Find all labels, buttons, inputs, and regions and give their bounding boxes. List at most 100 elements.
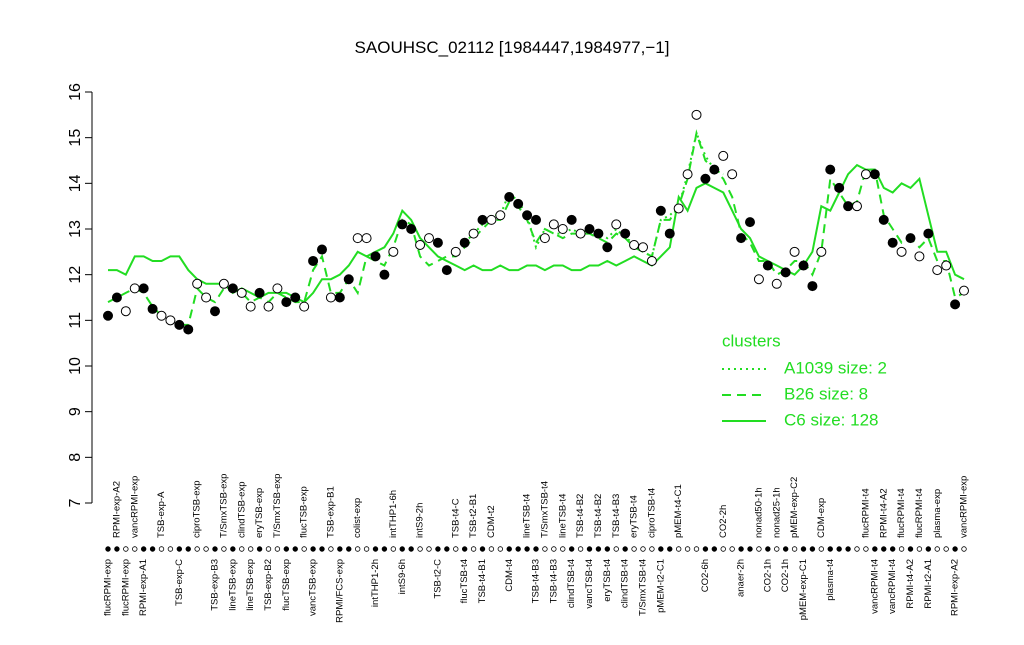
legend-title: clusters bbox=[722, 331, 781, 350]
rug-marker bbox=[577, 546, 584, 552]
point bbox=[548, 219, 559, 230]
point bbox=[183, 324, 194, 335]
x-tick-label: TSB-t4-B1 bbox=[477, 559, 488, 603]
point bbox=[682, 169, 693, 180]
rug-marker bbox=[782, 546, 789, 552]
legend-label: C6 size: 128 bbox=[784, 410, 879, 429]
rug-marker bbox=[720, 546, 726, 552]
point bbox=[629, 239, 640, 250]
rug-marker bbox=[203, 546, 209, 552]
x-tick-label: CDM-t4 bbox=[504, 559, 515, 592]
rug-marker bbox=[961, 546, 967, 552]
x-tick-label: vancRPMI-t4 bbox=[887, 559, 898, 614]
rug-marker bbox=[916, 546, 923, 552]
rug-marker bbox=[390, 546, 397, 552]
point bbox=[745, 217, 755, 228]
rug-marker bbox=[212, 546, 218, 552]
x-tick-label: CO2-1h bbox=[762, 559, 773, 592]
point bbox=[531, 214, 541, 225]
point bbox=[299, 301, 310, 312]
rug-marker bbox=[907, 546, 914, 552]
point bbox=[878, 214, 889, 225]
x-tick-label: TSB-t4-C bbox=[450, 498, 461, 538]
rug-marker bbox=[551, 546, 557, 552]
point bbox=[798, 260, 809, 271]
point bbox=[192, 278, 203, 289]
rug-marker bbox=[149, 546, 156, 552]
rug-marker bbox=[256, 546, 263, 552]
point bbox=[210, 306, 220, 317]
point bbox=[317, 244, 327, 255]
y-tick-label: 12 bbox=[67, 266, 84, 284]
point bbox=[655, 205, 666, 216]
rug-marker bbox=[114, 546, 120, 552]
point bbox=[932, 265, 943, 276]
x-tick-label: lineTSB-t4 bbox=[557, 494, 568, 538]
rug-marker bbox=[123, 546, 129, 552]
point bbox=[495, 210, 506, 221]
rug-marker bbox=[230, 546, 236, 552]
rug-marker bbox=[221, 546, 227, 552]
x-tick-label: CO2-6h bbox=[700, 559, 711, 592]
point bbox=[111, 292, 122, 303]
rug-marker bbox=[711, 546, 718, 552]
x-tick-label: pMEM-exp-C2 bbox=[789, 477, 800, 538]
point bbox=[941, 260, 952, 271]
rug-marker bbox=[105, 546, 111, 552]
x-tick-label: flucRPMI-exp bbox=[120, 559, 131, 616]
rug-marker bbox=[292, 546, 298, 552]
x-tick-label: TSB-exp-C bbox=[174, 559, 185, 606]
rug-marker bbox=[381, 546, 388, 552]
y-tick-label: 11 bbox=[67, 312, 84, 329]
rug-marker bbox=[399, 546, 405, 552]
rug-marker bbox=[408, 546, 414, 552]
rug-marker bbox=[809, 546, 816, 552]
rug-marker bbox=[854, 546, 860, 552]
x-tick-label: CDM-exp bbox=[816, 498, 827, 538]
rug-marker bbox=[952, 546, 958, 552]
rug-marker bbox=[372, 546, 379, 552]
point bbox=[664, 228, 675, 239]
x-tick-label: eryTSB-t4 bbox=[602, 559, 613, 602]
y-tick-label: 10 bbox=[67, 357, 84, 375]
point bbox=[432, 237, 443, 248]
rug-marker bbox=[497, 546, 504, 552]
rug-marker bbox=[310, 546, 316, 552]
point bbox=[477, 214, 488, 225]
point bbox=[156, 310, 167, 321]
point bbox=[843, 201, 854, 212]
point bbox=[771, 278, 782, 289]
rug-marker bbox=[274, 546, 281, 552]
rug-marker bbox=[479, 546, 486, 552]
rug-marker bbox=[774, 546, 780, 552]
x-tick-label: flucRPMI-t4 bbox=[914, 488, 925, 538]
point bbox=[325, 292, 336, 303]
rug-marker bbox=[702, 546, 709, 552]
x-tick-label: TSB-t2-C bbox=[432, 559, 443, 599]
x-tick-label: clindTSB-t4 bbox=[566, 559, 577, 608]
y-tick-label: 14 bbox=[67, 174, 84, 192]
x-tick-label: ciproTSB-exp bbox=[192, 480, 203, 538]
rug-marker bbox=[283, 546, 290, 552]
rug-marker bbox=[845, 546, 851, 552]
y-tick-label: 9 bbox=[67, 407, 84, 416]
point bbox=[896, 246, 907, 257]
x-tick-label: T/SmxTSB-t4 bbox=[638, 559, 649, 616]
x-tick-label: TSB-exp-B2 bbox=[263, 559, 274, 611]
point bbox=[727, 169, 738, 180]
rug-marker bbox=[934, 546, 940, 552]
rug-marker bbox=[524, 546, 530, 552]
point bbox=[254, 287, 265, 298]
rug-marker bbox=[827, 546, 833, 552]
point bbox=[816, 246, 827, 257]
y-tick-label: 13 bbox=[67, 220, 84, 238]
point bbox=[370, 251, 381, 262]
point bbox=[602, 242, 613, 253]
point bbox=[174, 319, 185, 330]
x-tick-label: flucRPMI-exp bbox=[103, 559, 114, 616]
rug-marker bbox=[631, 546, 637, 552]
rug-marker bbox=[185, 546, 191, 552]
point bbox=[308, 255, 319, 266]
point bbox=[673, 203, 684, 214]
